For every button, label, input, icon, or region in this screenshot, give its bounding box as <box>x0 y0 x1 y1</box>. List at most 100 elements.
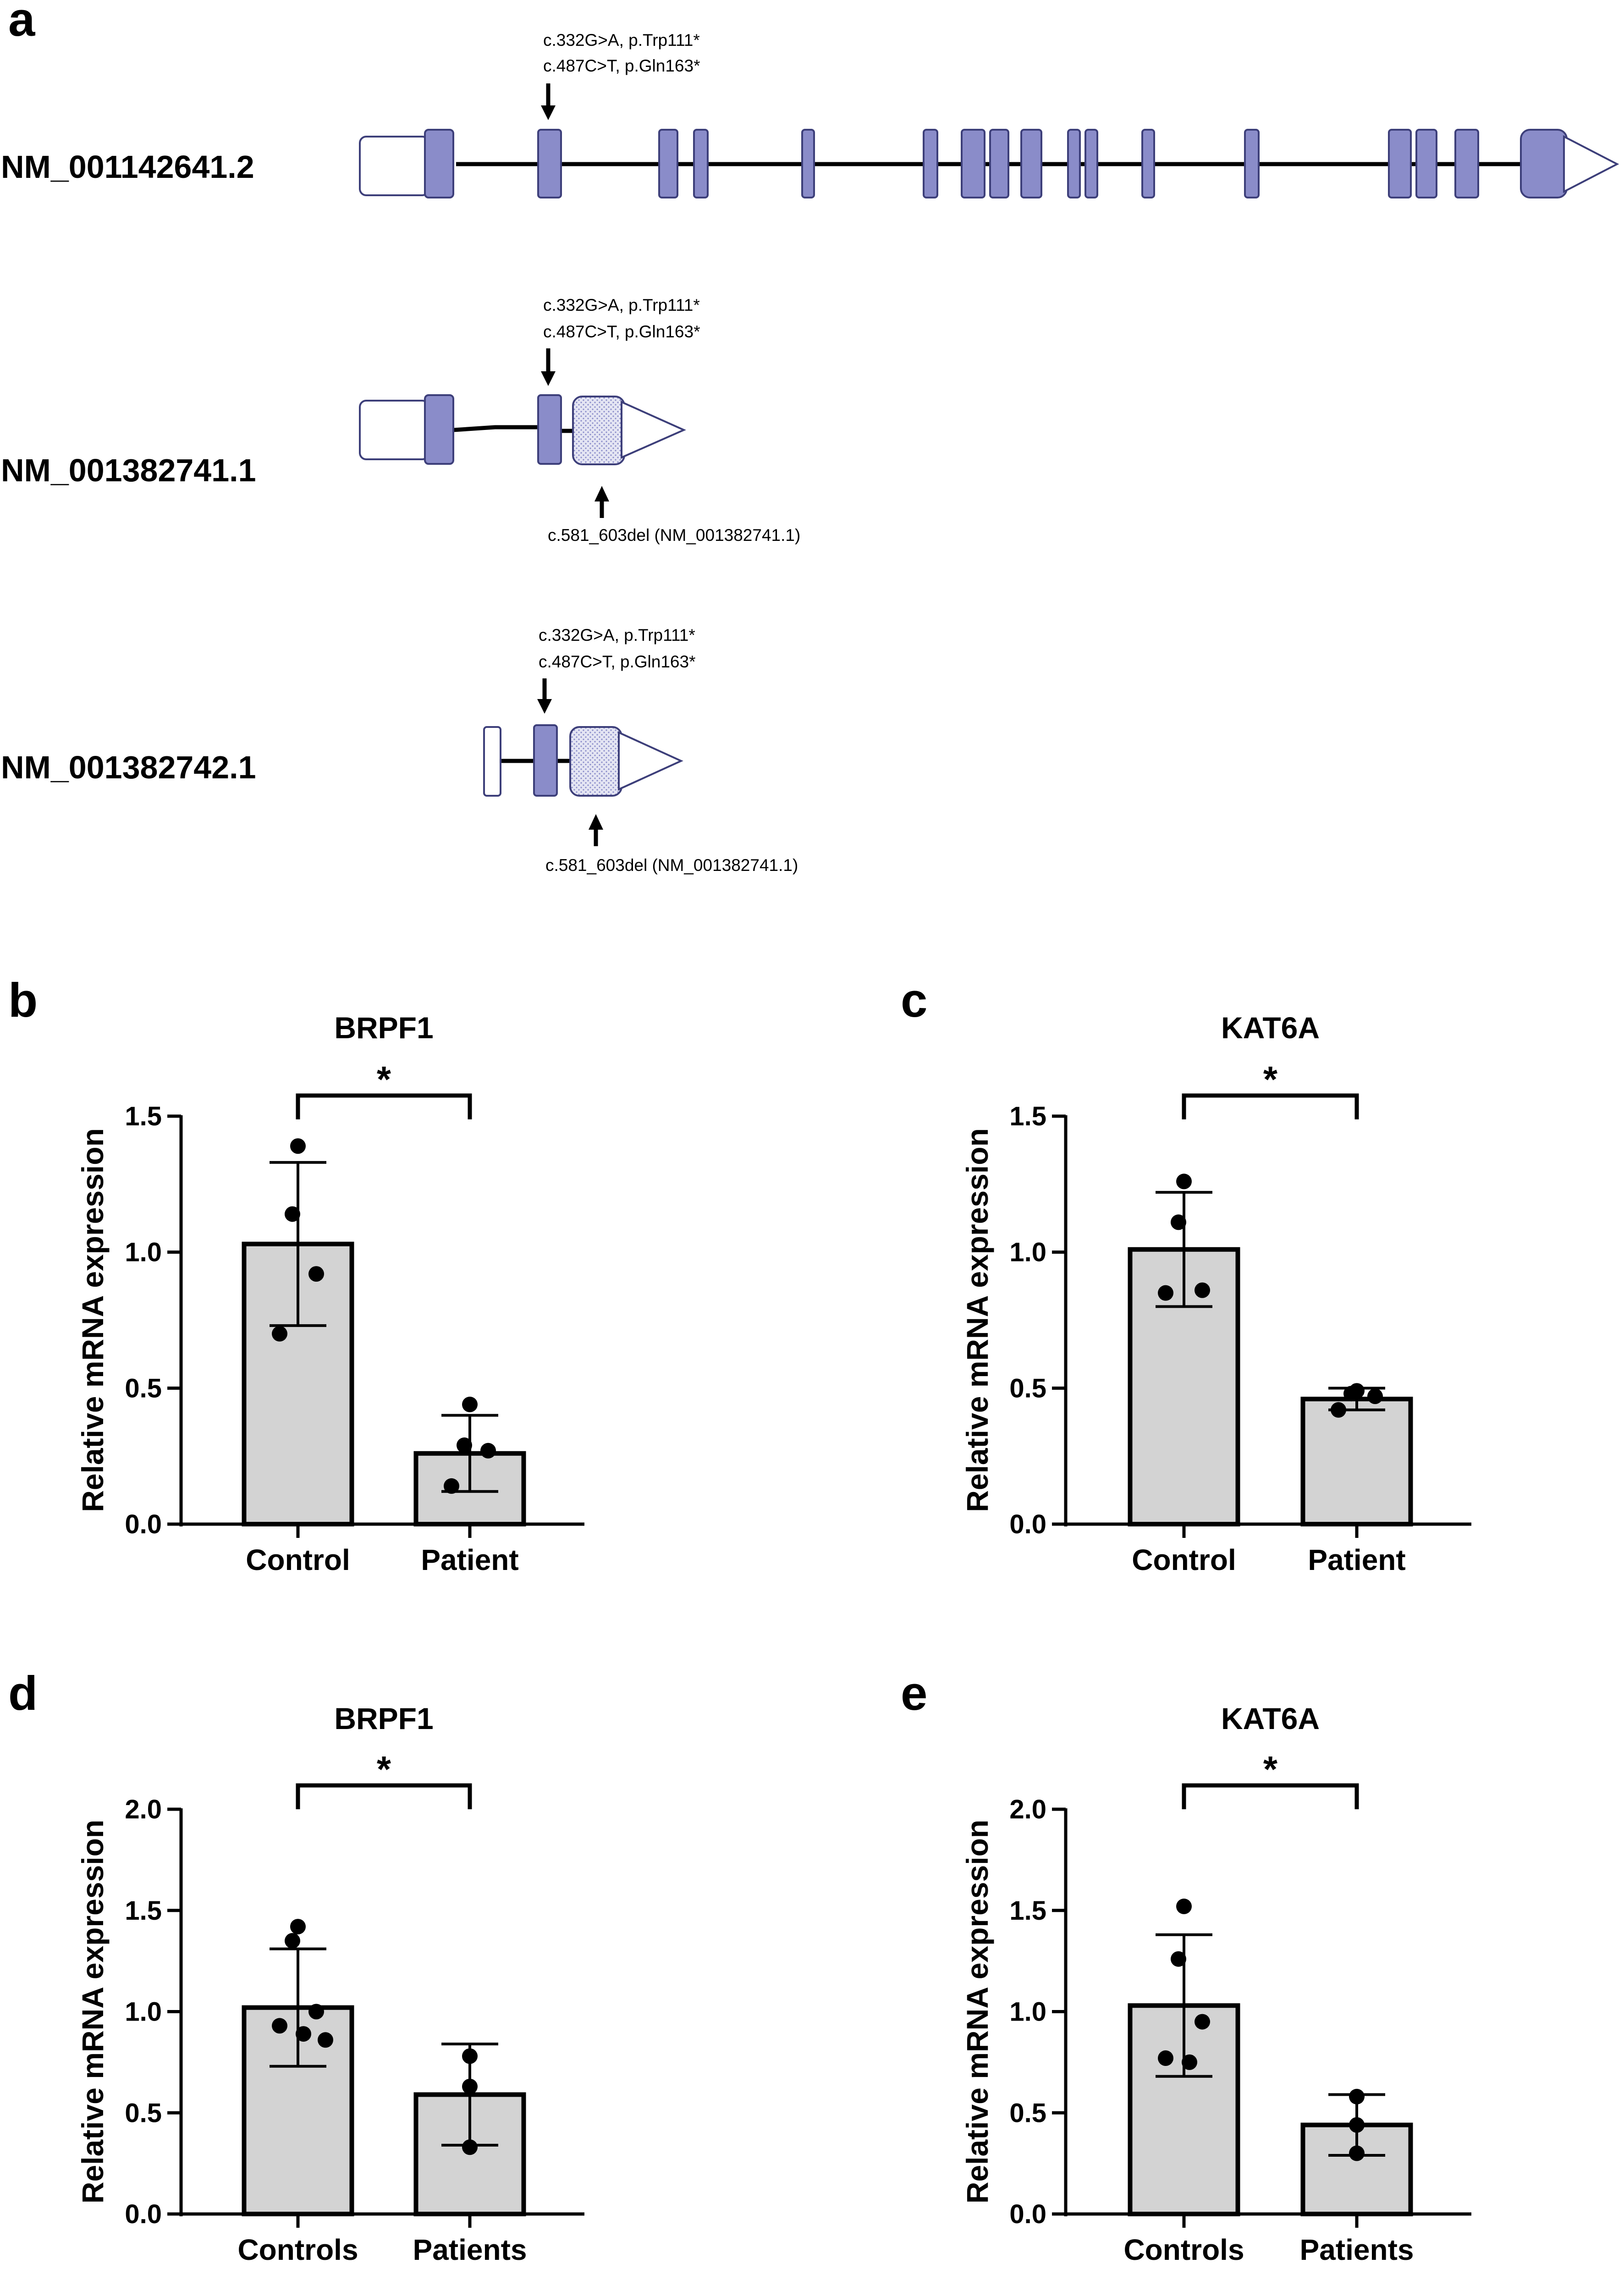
exon <box>537 394 562 465</box>
data-point-controls <box>296 2026 311 2042</box>
y-tick-label: 1.0 <box>1009 1997 1046 2027</box>
significance-star: * <box>1263 1749 1278 1790</box>
significance-bracket <box>296 1783 472 1809</box>
y-axis-label: Relative mRNA expression <box>76 1128 110 1512</box>
data-point-controls <box>285 1933 300 1949</box>
y-axis-label: Relative mRNA expression <box>960 1128 994 1512</box>
data-point-patient <box>480 1443 496 1459</box>
data-point-controls <box>318 2032 333 2048</box>
data-point-control <box>1171 1214 1186 1230</box>
transcript-2-variant-2: c.487C>T, p.Gln163* <box>543 322 700 341</box>
y-tick-label: 0.0 <box>1009 1509 1046 1539</box>
transcript-3-variant-below: c.581_603del (NM_001382741.1) <box>545 856 798 875</box>
chart-title: KAT6A <box>1221 1011 1320 1045</box>
y-tick-label: 1.5 <box>1009 1896 1046 1926</box>
chart-title: KAT6A <box>1221 1702 1320 1735</box>
chart-panel-b: b BRPF1 Relative mRNA expression 0.0 0.5 1.0 1… <box>8 974 584 1576</box>
significance-star: * <box>1263 1059 1278 1100</box>
panel-letter-d: d <box>8 1667 38 1720</box>
x-tick-label: Controls <box>1123 2233 1244 2266</box>
transcript-3-last-exon-dotted <box>569 726 622 797</box>
charts: b BRPF1 Relative mRNA expression 0.0 0.5 1.0 1… <box>8 974 1471 2266</box>
data-point-patients <box>1349 2088 1365 2104</box>
transcript-3-variant-2: c.487C>T, p.Gln163* <box>539 652 695 671</box>
chart-panel-e: e KAT6A Relative mRNA expression 0.0 0.5 1.0 1… <box>901 1667 1471 2266</box>
data-point-controls <box>1182 2054 1197 2070</box>
transcript-1-variant-1: c.332G>A, p.Trp111* <box>543 31 700 50</box>
exon <box>961 129 985 198</box>
y-tick-label: 0.0 <box>125 2199 162 2229</box>
y-tick-label: 2.0 <box>1009 1795 1046 1824</box>
transcript-2-variant-1: c.332G>A, p.Trp111* <box>543 296 700 314</box>
data-point-control <box>285 1206 300 1222</box>
bar-patient <box>1300 1397 1413 1526</box>
exon <box>658 129 678 198</box>
data-point-controls <box>272 2018 287 2034</box>
transcript-2-arrow-down <box>541 348 556 386</box>
data-point-control <box>290 1138 306 1154</box>
transcript-1-name: NM_001142641.2 <box>1 149 254 185</box>
transcript-2: NM_001382741.1 c.332G>A, p.Trp111* c.487… <box>1 296 800 545</box>
transcript-2-utr5 <box>359 400 429 460</box>
transcript-3-variant-1: c.332G>A, p.Trp111* <box>539 626 695 644</box>
exon <box>989 129 1009 198</box>
exon <box>533 724 558 797</box>
significance-bracket <box>1182 1783 1359 1809</box>
exon <box>1067 129 1081 198</box>
transcript-2-arrow-up <box>595 486 609 518</box>
panel-letter-a: a <box>8 0 36 46</box>
y-tick-label: 0.5 <box>125 1373 162 1403</box>
transcript-3-arrow-up <box>589 814 603 846</box>
data-point-patient <box>457 1437 472 1453</box>
x-tick-label: Patient <box>421 1543 518 1576</box>
x-tick-label: Patients <box>1300 2233 1414 2266</box>
data-point-patients <box>462 2139 478 2155</box>
error-bar-control <box>270 1161 326 1327</box>
transcript-1: NM_001142641.2 c.332G>A, p.Trp111* c.487… <box>1 31 1619 198</box>
data-point-patient <box>1367 1388 1383 1404</box>
transcript-1-exons <box>424 129 1568 198</box>
y-tick-label: 0.5 <box>1009 2098 1046 2128</box>
transcript-2-intron-line <box>453 425 540 432</box>
exon <box>801 129 815 198</box>
exon <box>1415 129 1437 198</box>
significance-bracket <box>296 1093 472 1119</box>
exon <box>1085 129 1098 198</box>
y-tick-label: 1.5 <box>1009 1101 1046 1131</box>
transcript-3-utr3 <box>618 731 683 791</box>
data-point-patients <box>462 2078 478 2094</box>
transcript-3-arrow-down <box>537 678 552 714</box>
transcript-3-name: NM_001382742.1 <box>1 749 256 785</box>
exon <box>693 129 709 198</box>
data-point-control <box>272 1326 287 1342</box>
data-point-patient <box>444 1478 459 1494</box>
chart-panel-d: d BRPF1 Relative mRNA expression 0.0 0.5 1.0 1… <box>8 1667 584 2266</box>
y-tick-label: 0.0 <box>125 1509 162 1539</box>
data-point-controls <box>308 2004 324 2020</box>
data-point-patient <box>462 1396 478 1412</box>
exon <box>923 129 938 198</box>
transcript-3: NM_001382742.1 c.332G>A, p.Trp111* c.487… <box>1 626 798 875</box>
transcript-1-variant-2: c.487C>T, p.Gln163* <box>543 56 700 75</box>
y-tick-label: 1.5 <box>125 1896 162 1926</box>
exon <box>1020 129 1042 198</box>
x-tick-label: Control <box>246 1543 350 1576</box>
data-point-control <box>1158 1285 1173 1301</box>
data-point-patients <box>1349 2117 1365 2133</box>
panel-letter-e: e <box>901 1667 927 1720</box>
panel-letter-c: c <box>901 974 927 1027</box>
panel-letter-b: b <box>8 974 38 1027</box>
x-tick-label: Patient <box>1308 1543 1405 1576</box>
data-point-controls <box>1158 2050 1173 2066</box>
transcript-2-utr3 <box>621 400 686 459</box>
x-tick-label: Patients <box>413 2233 527 2266</box>
y-tick-label: 1.0 <box>1009 1238 1046 1267</box>
transcript-1-utr3 <box>1563 135 1619 193</box>
transcript-2-name: NM_001382741.1 <box>1 452 256 488</box>
data-point-patient <box>1331 1402 1346 1418</box>
data-point-control <box>1195 1282 1210 1298</box>
significance-star: * <box>377 1059 391 1100</box>
transcript-1-utr5 <box>359 136 429 196</box>
x-tick-label: Controls <box>237 2233 358 2266</box>
